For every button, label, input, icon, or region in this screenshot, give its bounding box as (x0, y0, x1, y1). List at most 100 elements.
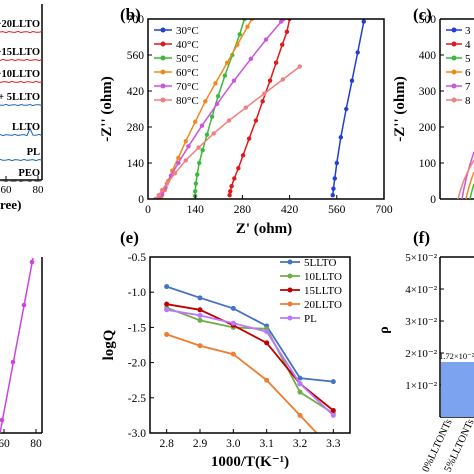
data-point (344, 106, 349, 112)
data-point (164, 181, 170, 186)
data-point (253, 118, 259, 123)
data-point (237, 32, 242, 37)
legend-label: 15LLTO (304, 285, 342, 297)
data-point (273, 60, 279, 65)
data-point (330, 379, 336, 385)
xtick-label: 3.0 (226, 438, 241, 450)
ytick-label: -1.5 (128, 322, 146, 334)
legend-label: 3 (465, 25, 471, 37)
xtick-label: 0 (145, 204, 151, 216)
data-point (227, 192, 232, 198)
panel-a-curve (0, 30, 43, 34)
panel-b-frame (147, 18, 385, 200)
y-axis-label: ρ (377, 326, 392, 334)
data-point (248, 56, 254, 62)
panel-d-plot: 60 80 (0, 257, 43, 450)
data-point (159, 192, 165, 197)
ytick-label: -2.5 (128, 393, 146, 405)
legend-label: 5 (465, 53, 471, 65)
data-point (21, 302, 27, 308)
panel-a-curve (0, 179, 43, 183)
data-point (297, 389, 303, 395)
xtick-label: 60 (0, 438, 10, 450)
data-point (164, 284, 170, 290)
legend-swatch-marker (287, 259, 293, 265)
data-point (186, 144, 191, 149)
xtick-label: 700 (375, 204, 393, 216)
legend-label: 8 (465, 95, 471, 107)
series-line (166, 308, 334, 417)
data-point (264, 329, 270, 335)
legend-swatch-marker (451, 69, 457, 75)
data-point (211, 131, 216, 136)
data-point (197, 343, 203, 349)
legend-label: 70°C (176, 81, 199, 93)
data-point (164, 301, 170, 307)
xtick-label: 140 (187, 204, 205, 216)
data-point (164, 331, 170, 337)
panel-a-curve-label: PEO (18, 168, 40, 179)
panel-a-xtick-label: 80 (33, 184, 45, 196)
data-point (331, 186, 336, 191)
data-point (29, 259, 35, 265)
panel-c-letter: (c) (413, 5, 432, 24)
xtick-label: 3.2 (293, 438, 308, 450)
series-fragment (457, 159, 474, 200)
data-point (176, 160, 181, 166)
data-point (230, 305, 236, 311)
legend-swatch-marker (287, 301, 293, 307)
xtick-label: 3.3 (326, 438, 341, 450)
data-point (225, 60, 230, 65)
panel-a-curve (0, 158, 43, 162)
data-point (236, 165, 241, 171)
legend-label: 60°C (176, 67, 199, 79)
xtick-label: 80 (30, 438, 42, 450)
data-point (197, 160, 202, 166)
ytick-label: -0.5 (128, 252, 146, 264)
legend-label: 4 (465, 39, 471, 51)
data-point (215, 93, 221, 99)
data-point (203, 99, 208, 104)
data-point (232, 176, 237, 181)
panel-a-curve-label: PL (27, 147, 40, 158)
panel-b-letter: (b) (120, 5, 141, 24)
data-point (334, 160, 339, 166)
legend-label: 80°C (176, 95, 199, 107)
legend-swatch-marker (287, 273, 293, 279)
legend-swatch-marker (160, 55, 166, 61)
series-30°C (330, 19, 366, 198)
data-point (10, 359, 16, 365)
panel-b-nyquist: 0 140 280 420 560 700 0 140 280 420 560 700 Z' (ohm)… (99, 5, 393, 237)
x-axis-label: 1000/T(K⁻¹) (211, 454, 289, 470)
data-point (197, 295, 203, 301)
data-point (262, 91, 267, 96)
data-point (297, 64, 302, 69)
ytick-label: 560 (127, 50, 145, 62)
xtick-label: 420 (281, 204, 299, 216)
data-point (246, 136, 252, 141)
data-point (297, 375, 303, 381)
series-fragment (469, 183, 474, 200)
data-point (156, 192, 161, 198)
ytick-label: 200 (419, 122, 437, 134)
data-point (279, 42, 285, 47)
bar (441, 361, 474, 417)
data-point (245, 24, 250, 29)
data-point (240, 153, 246, 158)
data-point (183, 158, 188, 163)
ytick-label: 100 (419, 158, 437, 170)
y-axis-label: logQ (101, 329, 117, 360)
data-point (193, 181, 199, 186)
panel-e-letter: (e) (120, 228, 139, 247)
data-point (195, 172, 200, 177)
legend-label: 50°C (176, 53, 199, 65)
data-point (284, 29, 290, 35)
y-axis-label: -Z'' (ohm) (392, 76, 408, 141)
ytick-label: 3×10⁻² (405, 316, 438, 328)
data-point (197, 312, 203, 318)
panel-a-curve (0, 80, 43, 84)
series-line (166, 285, 334, 383)
panel-a-curve (0, 103, 43, 107)
data-point (338, 135, 344, 140)
